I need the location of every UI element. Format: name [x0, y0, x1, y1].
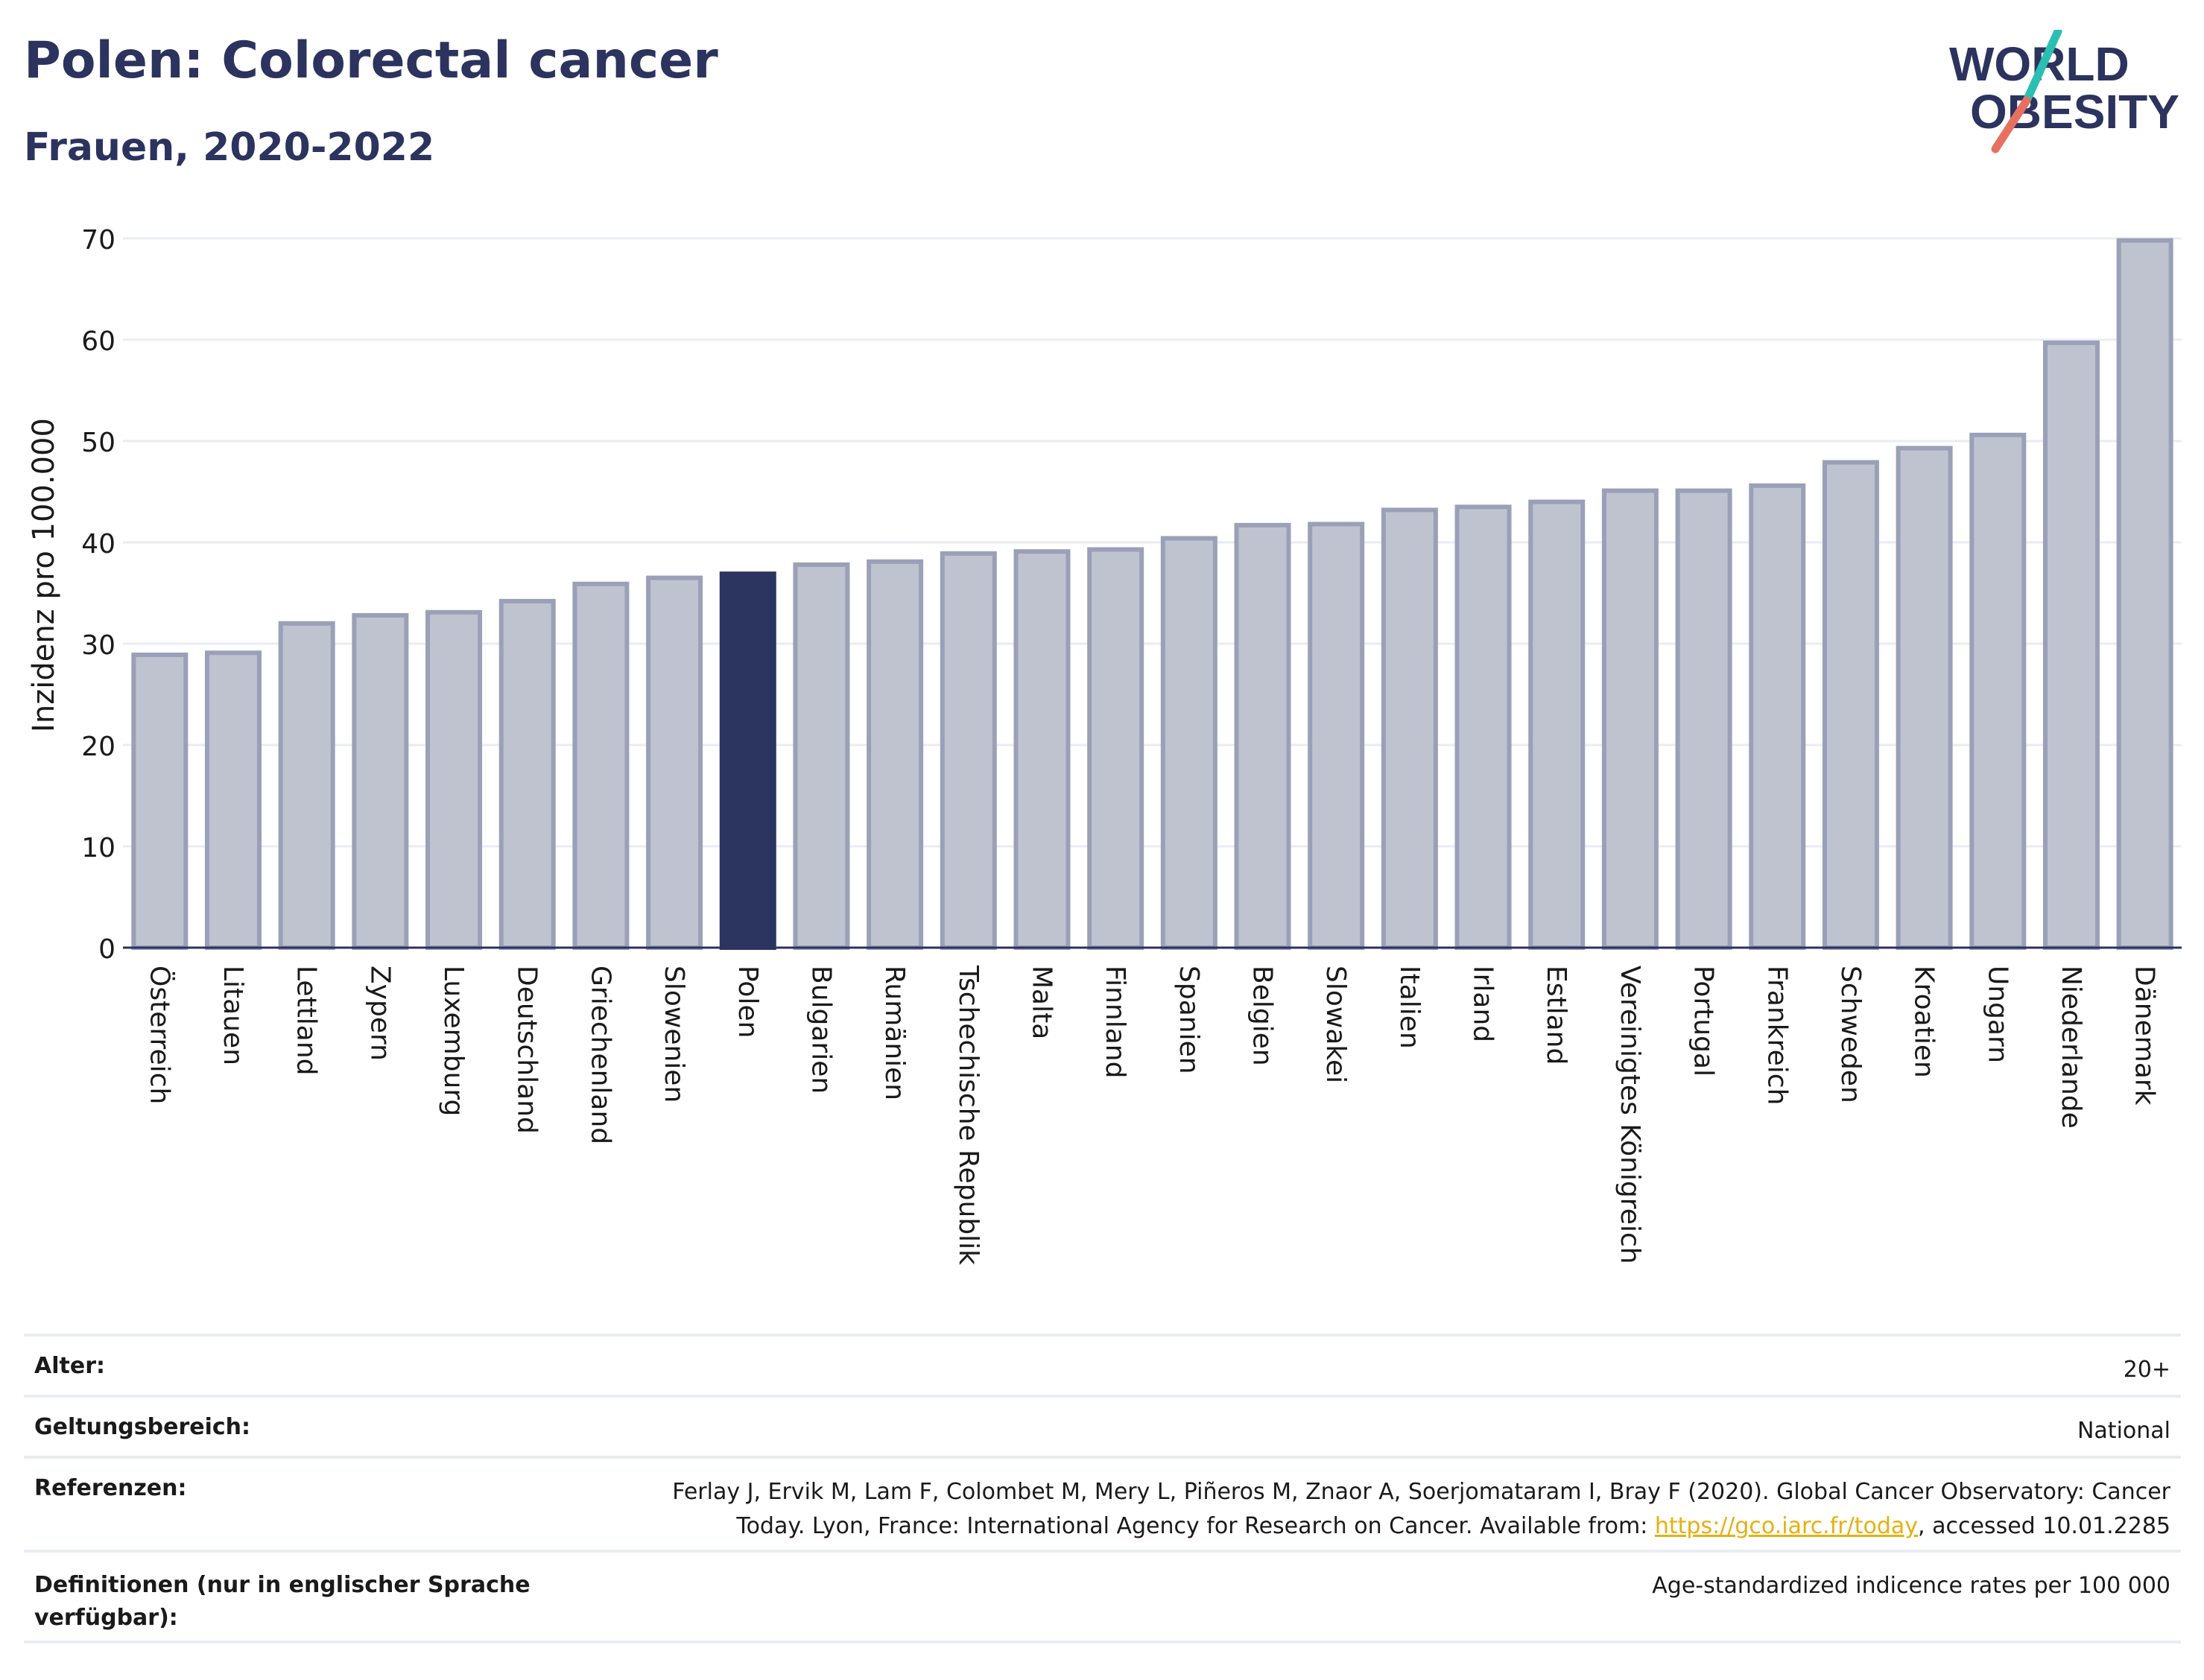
bar-belgien	[1234, 522, 1291, 950]
bar-irland	[1454, 504, 1512, 950]
scope-value: National	[2077, 1418, 2170, 1444]
logo-slash-teal	[2022, 30, 2062, 105]
bar-litauen	[205, 650, 262, 950]
references-label: Referenzen:	[34, 1475, 187, 1501]
bar-griechenland	[572, 581, 630, 950]
x-tick-label: Dänemark	[2129, 966, 2160, 1106]
bar-zypern	[352, 612, 409, 950]
bar-deutschland	[498, 598, 556, 950]
bar-frankreich	[1749, 483, 1806, 950]
chart-subtitle: Frauen, 2020-2022	[24, 125, 435, 170]
x-tick-label: Malta	[1026, 966, 1057, 1039]
bar-schweden	[1822, 460, 1879, 950]
y-tick-labels: 0 10 20 30 40 50 60 70	[81, 225, 115, 965]
x-tick-label: Italien	[1394, 966, 1425, 1049]
x-tick-label: Niederlande	[2056, 966, 2086, 1129]
age-label: Alter:	[34, 1353, 105, 1379]
bar-finnland	[1087, 547, 1144, 950]
references-link[interactable]: https://gco.iarc.fr/today	[1654, 1513, 1919, 1539]
bar-dänemark	[2116, 238, 2173, 951]
definitions-value: Age-standardized indicence rates per 100…	[1652, 1573, 2170, 1599]
bar-rumänien	[867, 559, 924, 950]
bar-malta	[1013, 549, 1071, 950]
y-tick-label: 50	[81, 428, 115, 458]
references-value: Ferlay J, Ervik M, Lam F, Colombet M, Me…	[672, 1475, 2170, 1544]
bar-chart: 0 10 20 30 40 50 60 70 Österreich Litauen Lettlan…	[27, 225, 2182, 1265]
bar-lettland	[278, 621, 335, 950]
x-tick-label: Estland	[1541, 966, 1571, 1065]
bar-polen	[719, 571, 776, 950]
x-tick-label: Kroatien	[1909, 966, 1939, 1078]
bar-estland	[1528, 499, 1586, 951]
x-tick-label: Österreich	[144, 966, 175, 1104]
world-obesity-logo: WORLD OBESITY	[1949, 30, 2179, 153]
x-tick-label: Schweden	[1835, 966, 1866, 1103]
bar-spanien	[1160, 536, 1217, 950]
x-tick-label: Ungarn	[1982, 966, 2013, 1063]
x-tick-label: Luxemburg	[438, 966, 469, 1116]
definitions-label: Definitionen (nur in englischer Sprache …	[34, 1572, 531, 1631]
references-line2-end: , accessed 10.01.2285	[1918, 1513, 2170, 1539]
x-tick-label: Tschechische Republik	[953, 965, 984, 1265]
x-tick-label: Rumänien	[879, 966, 910, 1100]
info-row-age: Alter: 20+	[24, 1334, 2181, 1395]
x-tick-label: Zypern	[364, 966, 395, 1061]
logo-slash-coral	[1991, 96, 2031, 153]
y-axis-label: Inzidenz pro 100.000	[27, 418, 61, 732]
info-row-references: Referenzen: Ferlay J, Ervik M, Lam F, Co…	[24, 1456, 2181, 1550]
y-tick-label: 10	[81, 833, 115, 863]
x-tick-label: Irland	[1468, 966, 1498, 1042]
bars	[131, 238, 2173, 951]
bar-bulgarien	[793, 562, 850, 951]
bar-vereinigtes-königreich	[1601, 488, 1659, 950]
info-row-scope: Geltungsbereich: National	[24, 1395, 2181, 1456]
y-tick-label: 60	[81, 326, 115, 357]
info-table: Alter: 20+ Geltungsbereich: National Ref…	[24, 1334, 2181, 1643]
x-tick-label: Lettland	[291, 966, 322, 1076]
y-tick-label: 70	[81, 225, 115, 256]
x-tick-label: Deutschland	[512, 966, 542, 1134]
age-value: 20+	[2123, 1357, 2170, 1383]
x-tick-label: Slowakei	[1320, 966, 1351, 1083]
chart-title: Polen: Colorectal cancer	[24, 31, 718, 90]
logo-obesity-text: OBESITY	[1970, 85, 2179, 139]
x-tick-label: Finnland	[1100, 966, 1130, 1078]
x-tick-label: Frankreich	[1761, 966, 1792, 1105]
x-tick-label: Griechenland	[585, 966, 615, 1144]
bar-slowakei	[1308, 522, 1365, 950]
bar-slowenien	[646, 575, 703, 950]
bar-portugal	[1675, 488, 1732, 950]
bar-tschechische-republik	[940, 551, 997, 950]
references-line2: Today. Lyon, France: International Agenc…	[736, 1513, 1655, 1539]
x-tick-label: Litauen	[218, 966, 248, 1065]
x-tick-label: Polen	[732, 966, 763, 1038]
bar-ungarn	[1969, 432, 2027, 950]
bar-niederlande	[2042, 340, 2100, 950]
y-tick-label: 0	[98, 934, 115, 965]
y-tick-label: 30	[81, 630, 115, 661]
bar-österreich	[131, 652, 189, 951]
x-tick-label: Slowenien	[659, 966, 689, 1103]
x-tick-label: Vereinigtes Königreich	[1615, 966, 1645, 1264]
x-tick-label: Spanien	[1174, 966, 1204, 1074]
bar-luxemburg	[425, 609, 483, 951]
bar-kroatien	[1896, 446, 1953, 950]
y-tick-label: 20	[81, 732, 115, 762]
x-tick-label: Belgien	[1247, 966, 1278, 1066]
x-tick-label: Bulgarien	[805, 966, 836, 1094]
references-line1: Ferlay J, Ervik M, Lam F, Colombet M, Me…	[672, 1479, 2170, 1505]
x-tick-label: Portugal	[1688, 966, 1719, 1077]
info-row-definitions: Definitionen (nur in englischer Sprache …	[24, 1550, 2181, 1643]
scope-label: Geltungsbereich:	[34, 1414, 251, 1440]
bar-italien	[1381, 507, 1438, 951]
x-tick-labels: Österreich Litauen Lettland Zypern Luxemburg…	[144, 965, 2159, 1265]
y-tick-label: 40	[81, 529, 115, 560]
